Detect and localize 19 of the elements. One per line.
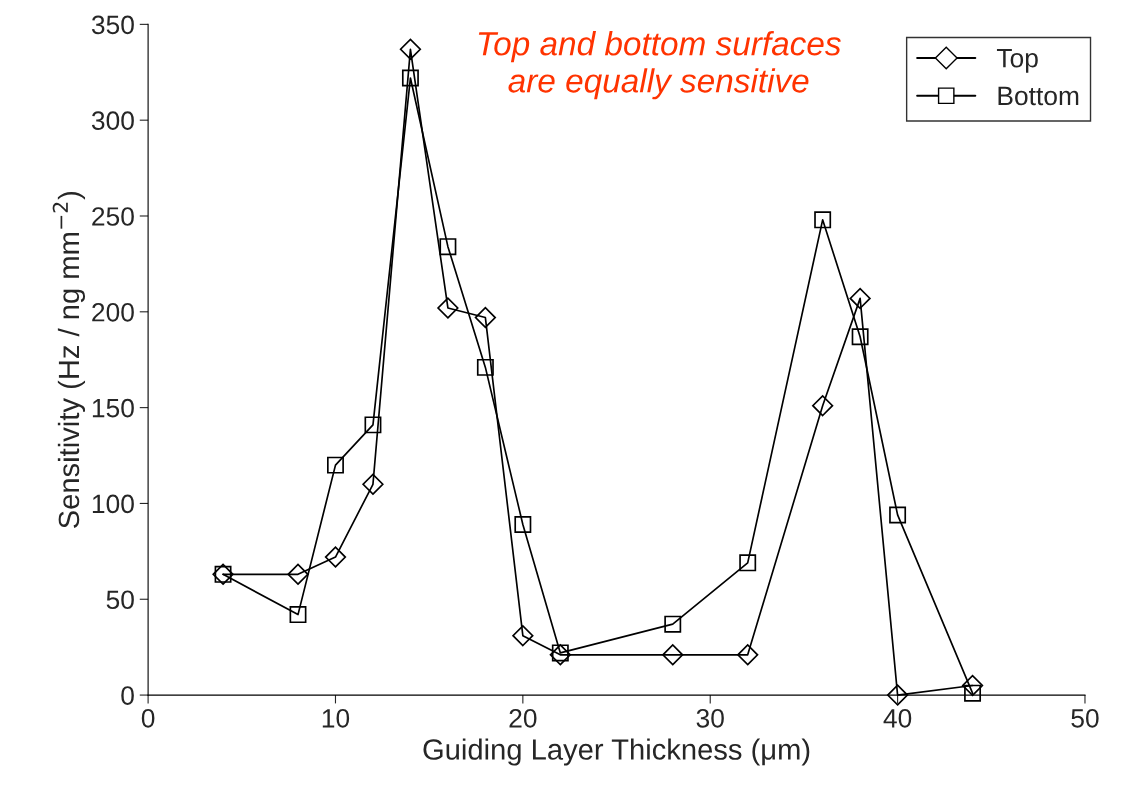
x-tick-label: 0 <box>141 708 155 728</box>
x-tick-label: 30 <box>696 708 724 728</box>
y-tick-label: 150 <box>92 398 134 418</box>
x-axis-title: Guiding Layer Thickness (μm) <box>423 738 810 766</box>
y-tick-label: 50 <box>106 590 134 610</box>
x-tick-label: 10 <box>322 708 350 728</box>
legend-label: Bottom <box>998 86 1079 106</box>
x-tick-label: 20 <box>509 708 537 728</box>
legend-label: Top <box>996 49 1038 73</box>
y-tick-label: 100 <box>92 494 134 514</box>
y-axis-title: Sensitivity (Hz / ng mm$^{−2}$) <box>52 192 86 528</box>
x-tick-label: 50 <box>1071 708 1099 728</box>
y-tick-label: 0 <box>121 686 134 705</box>
annotation: Top and bottom surfaces are equally sensitive <box>478 31 841 100</box>
y-tick-label: 350 <box>91 15 134 35</box>
y-tick-label: 250 <box>92 207 134 226</box>
x-tick-label: 40 <box>883 708 912 728</box>
y-tick-label: 300 <box>91 111 134 130</box>
y-tick-label: 200 <box>92 302 134 322</box>
